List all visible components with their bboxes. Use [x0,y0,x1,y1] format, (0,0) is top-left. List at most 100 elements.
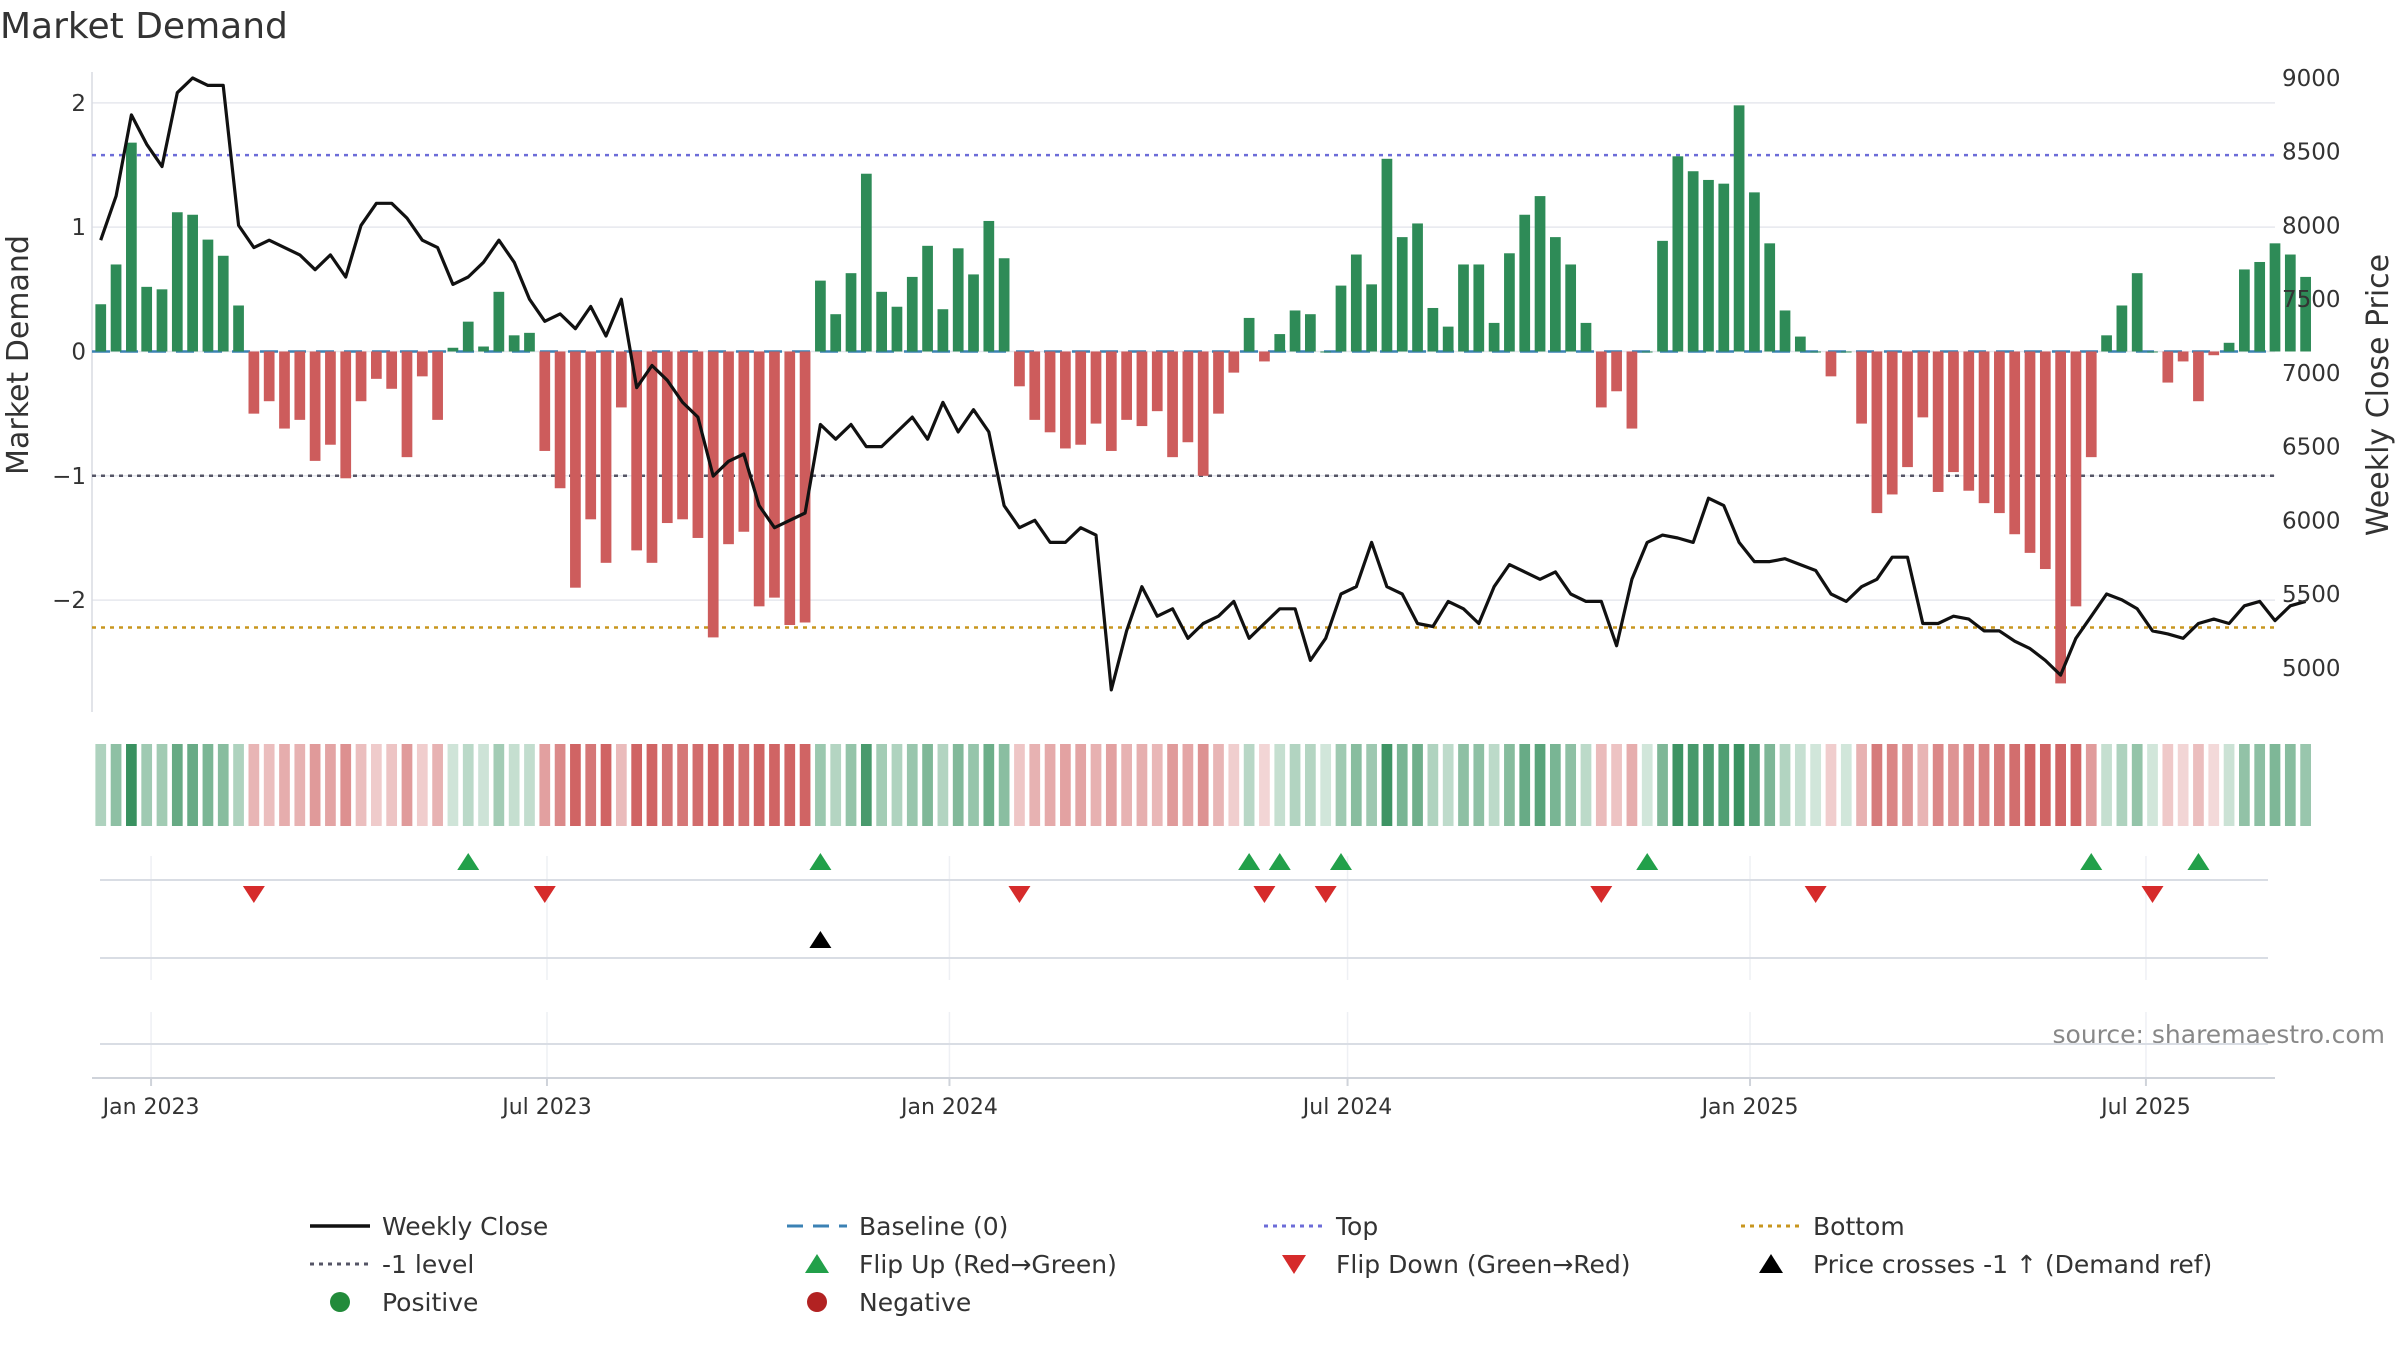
heat-cell [600,744,612,826]
demand-bar [1121,351,1132,420]
y2-tick-label: 5500 [2282,582,2341,608]
heat-cell [1948,744,1959,826]
demand-bar [1442,326,1454,352]
heat-cell [707,744,719,826]
heat-cell [891,744,903,826]
demand-bar [937,309,949,352]
demand-bar [1488,322,1500,352]
demand-bar [1641,351,1653,353]
flip-down-marker [1314,886,1337,903]
heat-cell [2208,744,2220,826]
demand-bar [508,335,520,352]
heat-cell [1733,744,1745,826]
demand-bar [2009,351,2021,535]
heat-cell [325,744,336,826]
chart-title: Market Demand [0,6,288,47]
heat-cell [1044,744,1056,826]
heat-cell [1412,744,1423,826]
demand-bar [1764,243,1776,352]
y2-tick-label: 6500 [2282,435,2341,461]
heat-cell [432,744,443,826]
heat-cell [478,744,489,826]
heat-cell [830,744,842,826]
y-tick-label: −2 [52,588,86,614]
heat-cell [539,744,551,826]
heat-cell [2039,744,2051,826]
heat-cell [952,744,964,826]
demand-bar [600,351,612,563]
heat-cell [2147,744,2158,826]
demand-bar [1948,351,1959,473]
y-tick-label: 2 [71,91,86,117]
demand-bar [1228,351,1240,373]
demand-bar [1350,254,1362,352]
demand-bar [2208,351,2220,356]
heat-cell [401,744,413,826]
heat-cell [860,744,872,826]
legend: Weekly Close Baseline (0) Top Bottom -1 leve… [310,1212,2212,1317]
legend-label: Top [1335,1212,1378,1241]
heat-cell [294,744,306,826]
heat-cell [202,744,214,826]
demand-bar [570,351,581,588]
heat-cell [1886,744,1898,826]
heat-cell [1442,744,1454,826]
demand-bar [1825,351,1837,377]
demand-bar [784,351,796,625]
demand-bar [2193,351,2204,402]
demand-bar [2055,351,2066,684]
demand-bar [294,351,306,420]
demand-bar [217,255,229,352]
heat-cell [156,744,168,826]
demand-bar [1595,351,1607,408]
demand-bar [753,351,765,607]
demand-bar [799,351,811,623]
demand-bar [1718,183,1730,352]
demand-bar [968,274,979,352]
heat-cell [1749,744,1760,826]
demand-bar [1075,351,1087,445]
demand-bar [126,142,137,352]
flip-down-marker [1804,886,1827,903]
heat-cell [1289,744,1301,826]
demand-bar [2239,269,2250,352]
demand-bar [416,351,428,377]
legend-triangle-up-swatch [805,1254,829,1273]
heat-cell [1014,744,1025,826]
heat-cell [1994,744,2005,826]
heat-cell [1396,744,1408,826]
demand-bar [202,239,214,352]
x-tick-label: Jul 2023 [500,1095,592,1120]
demand-bar [2269,243,2281,352]
demand-bar [233,305,244,352]
heat-cell [646,744,658,826]
heat-cell [110,744,122,826]
demand-bar [2024,351,2036,553]
demand-bar [2162,351,2174,383]
demand-bar [830,314,842,352]
demand-bar [1182,351,1194,443]
demand-bar [1136,351,1148,427]
y2-axis-title: Weekly Close Price [2361,254,2396,536]
heat-cell [738,744,750,826]
demand-bar [2147,351,2158,353]
demand-bar [1014,351,1025,387]
x-tick-label: Jan 2025 [1700,1095,1799,1120]
demand-bar [723,351,734,545]
demand-bar [661,351,673,524]
heat-cell [1182,744,1194,826]
heat-cell [1381,744,1393,826]
heat-cell [1840,744,1852,826]
demand-bar [1060,351,1071,449]
demand-bar [1243,317,1255,352]
heat-cell [1335,744,1347,826]
heat-cell [1458,744,1469,826]
heat-cell [968,744,979,826]
y-tick-label: 1 [71,215,86,241]
heat-cell [1366,744,1377,826]
demand-heat-strip [95,744,2311,826]
heat-cell [493,744,505,826]
flip-down-marker [1008,886,1031,903]
heat-cell [2131,744,2143,826]
y2-tick-label: 7500 [2282,287,2341,313]
